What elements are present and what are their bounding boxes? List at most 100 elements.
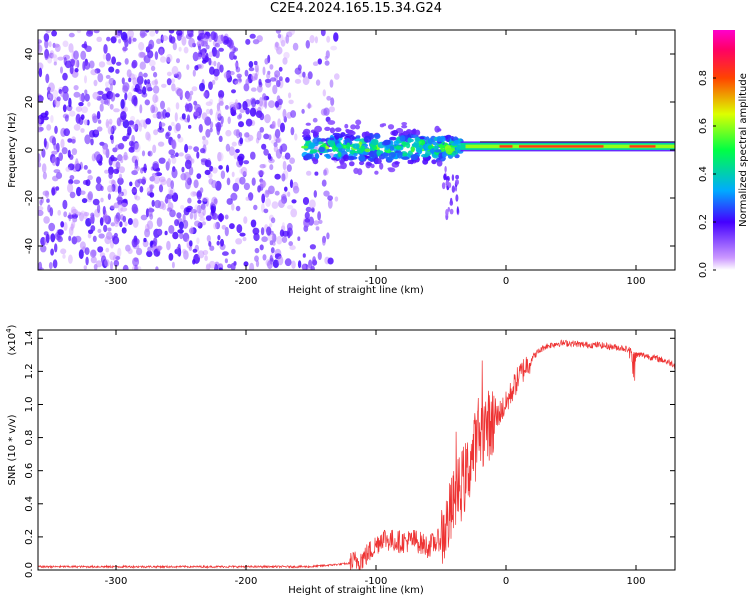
spectrogram-cell [222,251,229,256]
spectrogram-cell [176,58,180,64]
spectrogram-cell [38,209,44,217]
spectrogram-cell [255,99,260,105]
spectrogram-cell [169,209,176,218]
spectrogram-cell [147,133,152,142]
spectrogram-cell [232,78,239,85]
spectrogram-cell [145,30,150,33]
spectrogram-cell [78,102,84,107]
spectrogram-cell [104,236,112,245]
spectrogram-cell [453,139,461,144]
spectrogram-cell [145,131,151,141]
spectrogram-cell [192,191,198,196]
spectrogram-cell [305,122,311,126]
spectrogram-cell [108,77,115,86]
spectrogram-cell [70,206,77,216]
spectrogram-cell [389,145,395,151]
spectrogram-cell [79,212,84,222]
spectrogram-cell [161,203,167,211]
spectrogram-cell [112,236,120,245]
spectrogram-cell [150,104,156,114]
spectrogram-cell [183,250,189,260]
spectrogram-cell [289,157,295,164]
spectrogram-cell [202,196,209,202]
spectrogram-cell [323,107,330,116]
spectrogram-cell [127,218,133,225]
spectrogram-cell [197,250,205,259]
spectrogram-cell [204,169,211,176]
spectrogram-cell [250,97,256,105]
spectrogram-cell [128,36,132,45]
spectrogram-cell [150,65,156,72]
spectrogram-cell [107,227,112,232]
y-tick-label: 1.0 [24,397,35,413]
spectrogram-cell [329,137,335,141]
spectrogram-cell [245,118,253,127]
spectrogram-cell [68,226,74,236]
spectrogram-cell [216,240,220,246]
spectrogram-cell [100,197,104,203]
spectrogram-cell [243,261,249,267]
spectrogram-cell [344,123,349,129]
spectrogram-cell [46,198,50,203]
spectrogram-cell [148,59,156,67]
spectrogram-cell [185,207,192,213]
y-tick-label: 0.8 [24,430,35,446]
spectrogram-cell [345,129,350,132]
spectrogram-cell [327,257,334,265]
spectrogram-cell [297,236,301,241]
spectrogram-cell [130,115,136,122]
spectrogram-cell [133,87,139,92]
spectrogram-cell [213,222,218,230]
spectrogram-cell [133,96,138,107]
spectrogram-cell [68,179,74,185]
spectrogram-cell [110,222,116,227]
y-tick-label: 20 [24,96,35,109]
spectrogram-cell [382,151,388,159]
spectrogram-cell [122,135,128,142]
spectrogram-cell [152,85,160,94]
spectrogram-cell [118,166,125,174]
colorbar-label: Normalized spectral amplitude [738,73,749,227]
spectrogram-cell [329,79,334,88]
spectrogram-cell [233,152,239,160]
spectrogram-cell [205,215,212,222]
spectrogram-cell [151,172,158,177]
spectrogram-cell [204,159,212,168]
spectrogram-cell [284,258,292,267]
spectrogram-cell [451,185,456,193]
spectrogram-cell [451,174,455,182]
carrier-peak [519,145,604,148]
spectrogram-cell [438,152,443,159]
spectrogram-cell [172,42,177,51]
spectrogram-cell [206,263,211,270]
spectrogram-cell [201,221,206,226]
spectrogram-cell [285,77,290,83]
spectrogram-cell [183,171,191,182]
spectrogram-cell [91,113,97,120]
spectrogram-cell [154,199,162,209]
spectrogram-cell [280,143,288,152]
spectrogram-cell [245,78,250,86]
spectrogram-cell [315,226,320,231]
spectrogram-cell [121,199,128,208]
snr-frame [37,329,676,571]
spectrogram-cell [63,128,70,137]
colorbar-tick-label: 0.4 [698,166,709,182]
spectrogram-cell [139,186,144,193]
spectrogram-cell [212,167,218,174]
spectrogram-cell [131,61,137,69]
spectrogram-cell [158,122,166,127]
spectrogram-cell [45,73,50,84]
spectrogram-cell [151,80,159,86]
spectrogram-cell [202,207,206,216]
spectrogram-cell [289,245,296,251]
spectrogram-cell [105,118,110,129]
spectrogram-cell [74,68,79,73]
spectrogram-cell [284,152,291,160]
spectrogram-cell [154,51,159,60]
spectrogram-cell [153,237,158,247]
spectrogram-cell [266,72,271,79]
spectrogram-cell [410,146,415,153]
spectrogram-cell [65,166,71,172]
